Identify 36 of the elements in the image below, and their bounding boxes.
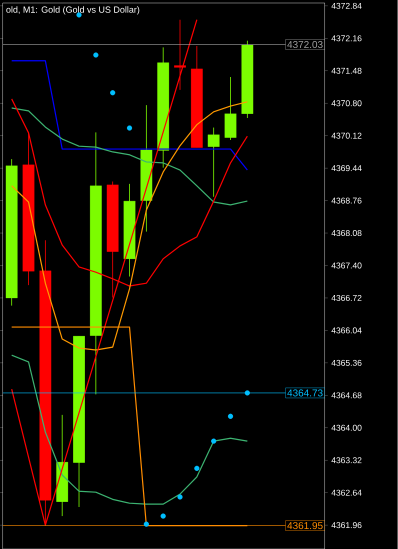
y-tick-label: 4365.36 (332, 360, 362, 366)
point (127, 125, 132, 131)
line-series (11, 101, 248, 351)
chart-title: old, M1: Gold (Gold vs US Dollar) (6, 6, 140, 15)
y-tick-label: 4364.00 (332, 424, 362, 431)
y-tick-label: 4367.40 (332, 262, 362, 268)
y-tick-label: 4371.48 (332, 68, 362, 74)
y-tick-label: 4372.84 (332, 2, 362, 9)
point (194, 466, 200, 471)
point (93, 52, 99, 58)
ref-line-label: 4361.95 (287, 522, 323, 530)
y-tick-label: 4364.68 (332, 392, 362, 398)
candlestick (208, 127, 220, 198)
point (144, 522, 150, 527)
y-tick-label: 4370.12 (332, 132, 362, 139)
ref-line-label: 4372.03 (287, 40, 323, 48)
line-series (11, 354, 248, 505)
y-tick-label: 4366.04 (332, 327, 362, 334)
y-tick-label: 4361.96 (332, 522, 362, 528)
point (228, 414, 234, 419)
y-tick-label: 4370.80 (332, 100, 362, 106)
point (178, 494, 183, 500)
point (110, 90, 116, 96)
y-tick-label: 4368.76 (332, 198, 362, 204)
y-tick-label: 4363.32 (332, 457, 362, 464)
line-series (11, 107, 248, 206)
candlestick (224, 76, 236, 140)
point (244, 390, 250, 396)
ref-line-label: 4364.73 (287, 389, 323, 396)
y-tick-label: 4368.08 (332, 230, 362, 236)
y-tick-label: 4369.44 (332, 165, 362, 172)
y-tick-label: 4366.72 (332, 294, 362, 301)
y-tick-label: 4362.64 (332, 490, 362, 496)
point (211, 438, 216, 444)
y-tick-label: 4372.16 (332, 35, 362, 42)
point (160, 513, 166, 519)
